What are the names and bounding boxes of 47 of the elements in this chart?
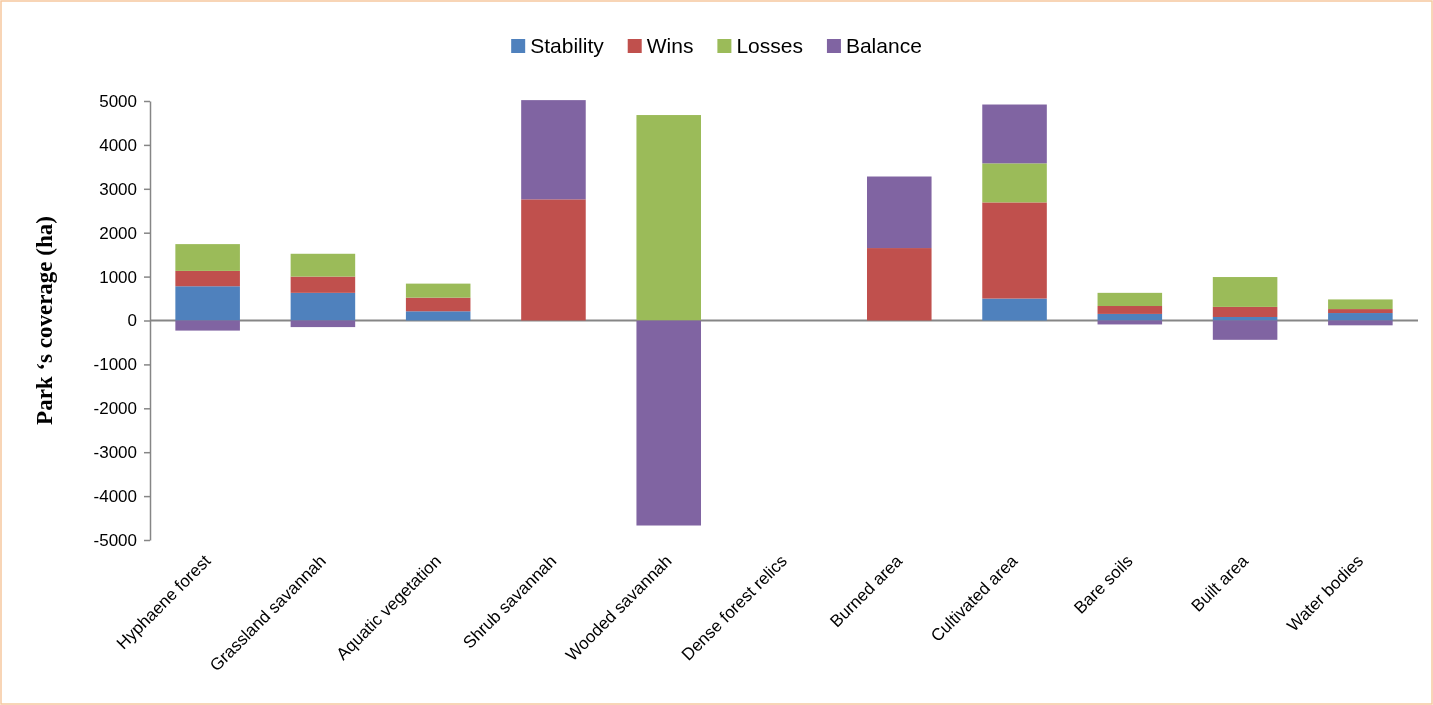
y-tick-label: -4000 (93, 487, 137, 507)
bar (290, 320, 356, 328)
bar (982, 163, 1047, 203)
bar (521, 199, 586, 321)
bar (521, 100, 586, 200)
y-tick-label: -2000 (93, 399, 137, 419)
bar (982, 298, 1047, 321)
bar (636, 115, 701, 321)
y-tick-label: -3000 (93, 443, 137, 463)
y-tick-label: 0 (127, 311, 137, 331)
bar (1328, 299, 1393, 310)
bar (290, 253, 356, 277)
bar (175, 286, 240, 321)
bar (1328, 313, 1393, 321)
bar (290, 292, 356, 321)
bar (175, 244, 240, 271)
bar (1328, 309, 1393, 314)
bar (290, 276, 356, 293)
bar (175, 320, 240, 331)
bar (1212, 277, 1278, 307)
legend-label: Stability (530, 34, 605, 57)
y-tick-label: 5000 (99, 91, 137, 111)
y-tick-label: 2000 (99, 223, 137, 243)
y-tick-label: 4000 (99, 135, 137, 155)
bar (1097, 292, 1163, 307)
bar (982, 202, 1047, 299)
bar (405, 311, 471, 321)
legend-label: Losses (736, 34, 803, 57)
bar (1212, 306, 1278, 317)
bar (1097, 306, 1163, 314)
y-tick-label: 3000 (99, 179, 137, 199)
bar (1097, 313, 1163, 321)
bar (636, 320, 701, 526)
legend-label: Wins (646, 34, 694, 57)
bar (982, 104, 1047, 164)
bar (405, 297, 471, 312)
bar (1212, 320, 1278, 340)
bar (867, 248, 932, 321)
y-axis-title: Park ‘s coverage (ha) (32, 216, 57, 425)
bar (405, 283, 471, 298)
y-tick-label: 1000 (99, 267, 137, 287)
bar (867, 176, 932, 249)
y-tick-label: -1000 (93, 355, 137, 375)
bar (1212, 316, 1278, 321)
bar (175, 270, 240, 287)
y-tick-label: -5000 (93, 530, 137, 550)
legend-label: Balance (845, 34, 922, 57)
